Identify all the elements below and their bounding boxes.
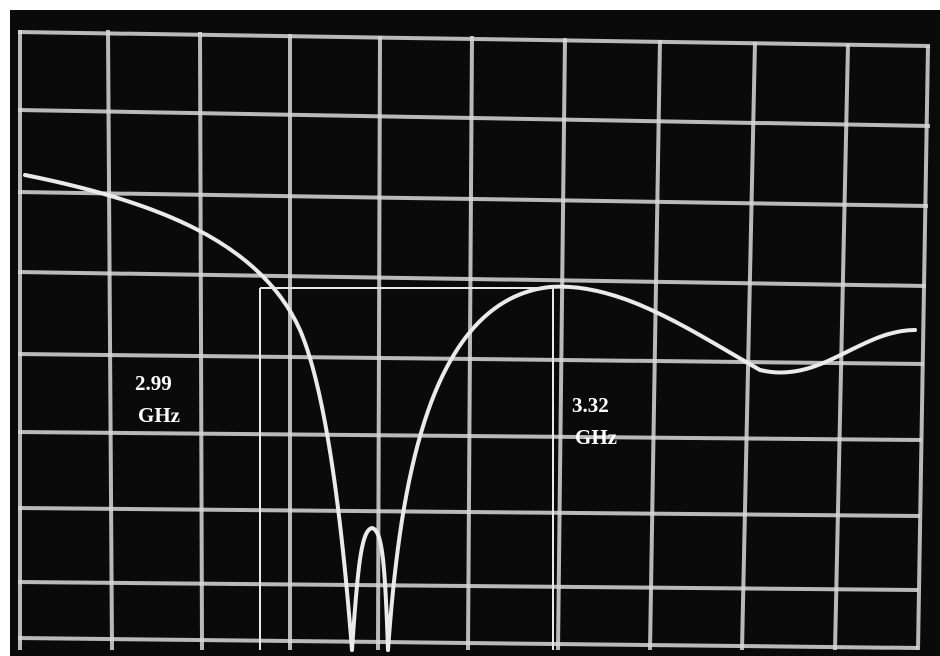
grid-line — [200, 32, 202, 650]
marker-unit: GHz — [575, 425, 617, 449]
grid-line — [378, 36, 380, 650]
marker-freq: 3.32 — [572, 393, 609, 417]
analyzer-screen: 2.99 GHz 3.32 GHz — [0, 0, 940, 656]
marker-unit: GHz — [138, 403, 180, 427]
screen-background — [10, 10, 940, 656]
marker-freq: 2.99 — [135, 371, 172, 395]
page: {"markers": [ {"lines": ["2.99", "GHz"]}… — [0, 0, 940, 656]
